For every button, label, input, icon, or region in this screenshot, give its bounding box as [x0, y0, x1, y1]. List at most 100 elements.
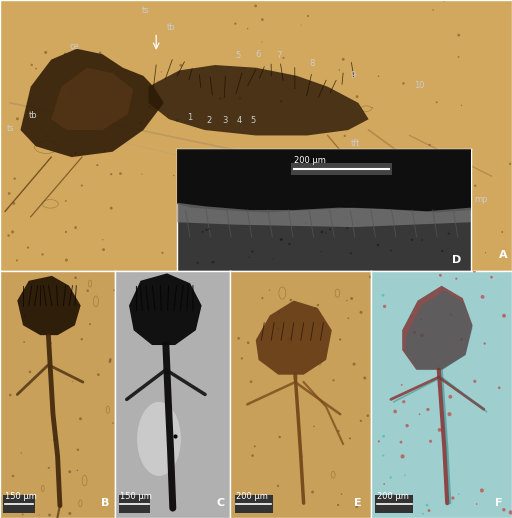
Point [78, 335, 86, 343]
Point [158, 249, 166, 257]
Point [137, 119, 145, 127]
Point [347, 249, 355, 257]
Point [447, 310, 455, 319]
Polygon shape [256, 300, 332, 375]
Point [17, 449, 26, 457]
Point [299, 257, 307, 265]
Point [380, 302, 389, 310]
Point [259, 294, 267, 302]
Point [436, 271, 444, 279]
Point [173, 117, 181, 125]
Point [67, 88, 75, 96]
Point [209, 258, 217, 266]
Point [445, 410, 454, 419]
Point [78, 181, 86, 190]
Point [444, 229, 453, 238]
Point [340, 132, 349, 140]
Point [76, 414, 84, 423]
Point [72, 149, 80, 157]
Point [138, 170, 146, 178]
Point [62, 228, 70, 236]
Point [265, 286, 273, 294]
Point [28, 61, 36, 69]
Polygon shape [148, 65, 369, 135]
Point [244, 24, 252, 33]
Point [374, 241, 382, 249]
Point [447, 253, 455, 262]
Point [251, 2, 260, 10]
Point [481, 339, 489, 348]
Point [154, 77, 162, 85]
Point [50, 436, 58, 444]
Point [32, 65, 40, 73]
Text: 6: 6 [256, 50, 261, 59]
Point [66, 509, 74, 517]
Text: ce: ce [69, 41, 79, 51]
Point [194, 258, 202, 267]
Point [449, 494, 457, 502]
Point [73, 466, 81, 474]
Point [375, 437, 383, 445]
Point [247, 378, 255, 386]
Point [93, 161, 101, 169]
Point [436, 426, 444, 434]
Point [235, 200, 243, 209]
Text: 150 μm: 150 μm [5, 493, 36, 501]
Point [302, 194, 310, 203]
Point [346, 434, 354, 442]
Point [353, 502, 361, 511]
FancyBboxPatch shape [375, 495, 414, 513]
Point [329, 376, 337, 384]
Point [408, 229, 416, 238]
Point [500, 506, 508, 514]
Point [418, 331, 426, 339]
Point [22, 312, 30, 320]
Point [101, 147, 109, 155]
Point [401, 471, 409, 479]
Point [335, 66, 344, 74]
Point [350, 360, 358, 368]
Point [66, 468, 74, 476]
Point [248, 248, 257, 256]
Point [397, 438, 405, 447]
Point [10, 199, 18, 208]
Point [202, 226, 210, 234]
Point [84, 82, 93, 90]
Point [26, 368, 34, 376]
Point [106, 357, 114, 366]
FancyBboxPatch shape [234, 495, 272, 513]
Point [107, 170, 115, 178]
Point [387, 247, 395, 255]
Text: 5: 5 [236, 51, 241, 60]
Point [471, 377, 479, 385]
Point [407, 223, 415, 231]
Point [470, 267, 478, 275]
Point [455, 31, 463, 39]
FancyBboxPatch shape [218, 226, 289, 255]
Point [479, 293, 487, 301]
Point [297, 21, 305, 30]
Point [86, 320, 94, 328]
Point [274, 325, 282, 333]
Polygon shape [129, 274, 202, 345]
Text: 200 μm: 200 μm [294, 156, 326, 165]
Point [348, 294, 356, 303]
Point [398, 381, 406, 389]
Point [314, 157, 323, 166]
Point [169, 171, 178, 180]
Point [343, 224, 351, 233]
Point [146, 103, 154, 111]
Text: tb: tb [167, 23, 176, 32]
Point [47, 339, 55, 347]
Text: C: C [217, 498, 225, 508]
Point [460, 179, 468, 187]
Point [109, 419, 117, 427]
Point [457, 101, 465, 109]
Text: 200 μm: 200 μm [377, 493, 409, 501]
Point [425, 507, 433, 515]
Text: ts: ts [7, 124, 14, 133]
Point [366, 272, 374, 281]
Point [280, 54, 288, 62]
Text: F: F [495, 498, 503, 508]
Point [62, 256, 71, 264]
